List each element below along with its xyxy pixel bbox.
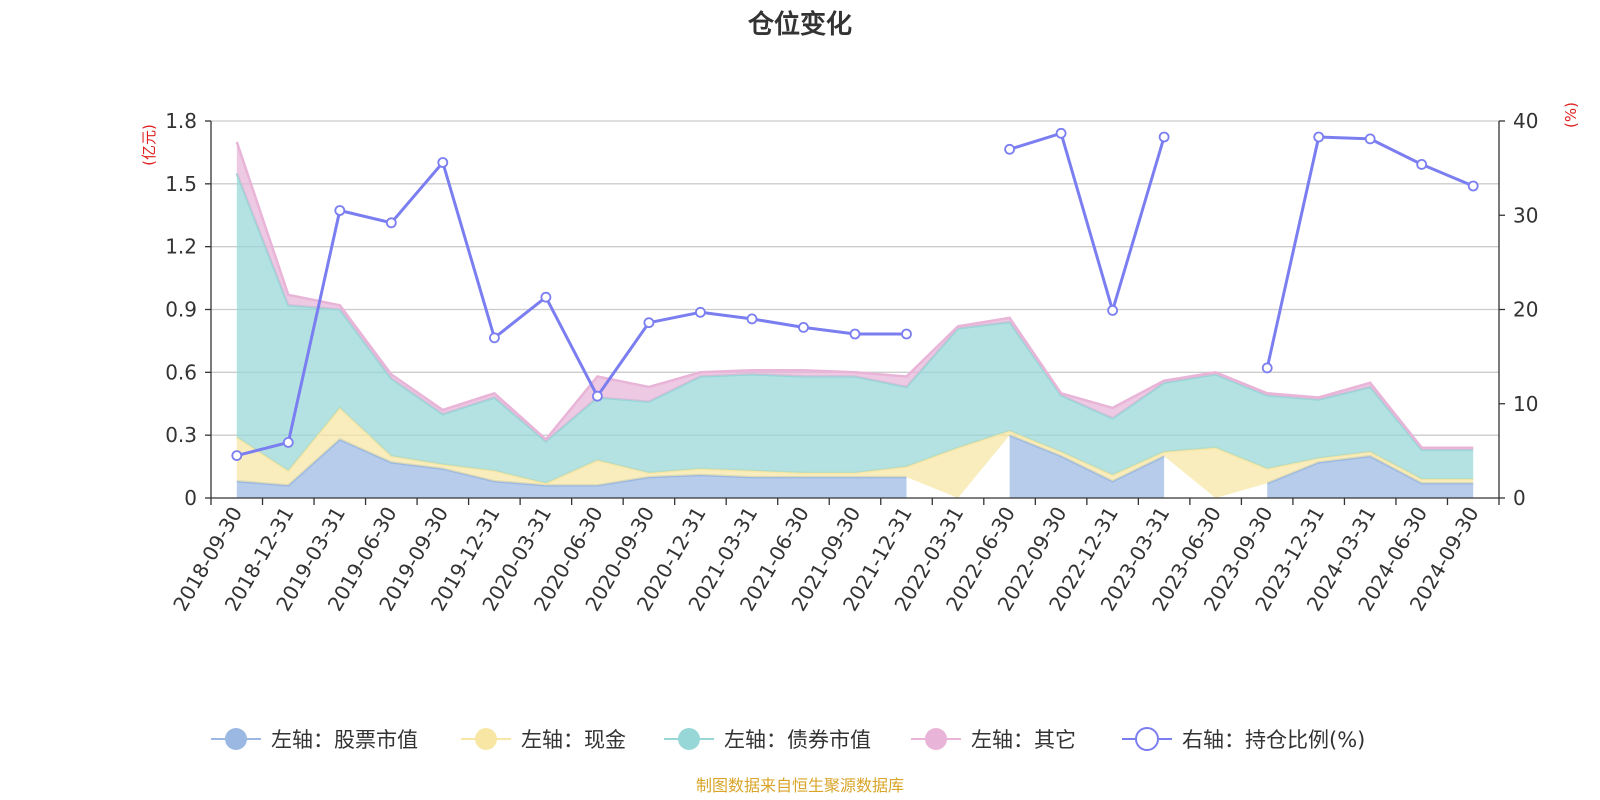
ratio-point[interactable] [849,328,861,340]
data-source-note: 制图数据来自恒生聚源数据库 [696,776,904,795]
legend-circle-icon [475,728,497,750]
ratio-point[interactable] [643,317,655,329]
right-tick-label: 30 [1513,203,1538,227]
ratio-point[interactable] [592,390,603,402]
ratio-line-segment [1009,131,1166,312]
legend-item[interactable]: 右轴：持仓比例(%) [1122,727,1365,752]
stacked-areas [235,141,1474,498]
ratio-point[interactable] [488,332,500,344]
holding-ratio-line [231,127,1479,462]
ratio-point[interactable] [1416,158,1428,170]
chart-title: 仓位变化 [747,9,852,40]
area-3 [236,173,1474,484]
area-edge-4 [235,141,1474,449]
left-tick-label: 0.9 [165,298,197,322]
ratio-point[interactable] [540,291,552,303]
legend-label: 左轴：其它 [971,728,1076,752]
ratio-point[interactable] [385,217,397,229]
right-tick-label: 0 [1513,486,1526,510]
ratio-point[interactable] [1364,133,1376,145]
left-tick-label: 1.8 [165,109,197,133]
left-axis-unit: (亿元) [140,124,158,166]
legend-item[interactable]: 左轴：其它 [911,728,1076,752]
right-tick-label: 40 [1513,109,1538,133]
ratio-point[interactable] [282,436,294,448]
ratio-line-segment [236,161,907,458]
legend-label: 左轴：现金 [521,728,626,752]
ratio-point[interactable] [901,328,912,340]
left-tick-label: 1.5 [165,172,197,196]
legend-circle-icon [225,728,247,750]
ratio-point[interactable] [1107,304,1118,316]
left-tick-label: 0.6 [165,360,197,384]
ratio-point[interactable] [1055,127,1067,139]
legend: 左轴：股票市值 左轴：现金 左轴：债券市值 左轴：其它 右轴：持仓比例(%) [211,727,1365,752]
ratio-point[interactable] [231,450,243,462]
ratio-point[interactable] [746,313,758,325]
ratio-point[interactable] [1261,362,1273,374]
ratio-point[interactable] [1004,143,1015,155]
left-tick-label: 1.2 [165,235,197,259]
legend-circle-icon [678,728,700,750]
left-tick-label: 0 [184,486,197,510]
legend-label: 右轴：持仓比例(%) [1182,728,1365,752]
legend-item[interactable]: 左轴：现金 [461,728,626,752]
area-1 [1267,456,1474,498]
ratio-line-segment [1265,135,1474,369]
legend-label: 左轴：债券市值 [724,728,871,752]
ratio-point[interactable] [437,157,449,168]
ratio-point[interactable] [695,306,706,318]
legend-hollow-circle-icon [1135,727,1159,751]
legend-circle-icon [925,728,947,750]
ratio-point[interactable] [798,321,809,333]
ratio-point[interactable] [334,205,346,216]
legend-label: 左轴：股票市值 [271,728,418,752]
right-tick-label: 20 [1513,298,1538,322]
ratio-point[interactable] [1467,180,1479,192]
area-1 [236,439,907,498]
right-tick-label: 10 [1513,392,1538,416]
left-tick-label: 0.3 [165,423,197,447]
legend-item[interactable]: 左轴：债券市值 [664,728,871,752]
right-axis-unit: (%) [1562,102,1580,128]
ratio-point[interactable] [1158,131,1170,143]
ratio-point[interactable] [1313,131,1325,143]
legend-item[interactable]: 左轴：股票市值 [211,728,418,752]
